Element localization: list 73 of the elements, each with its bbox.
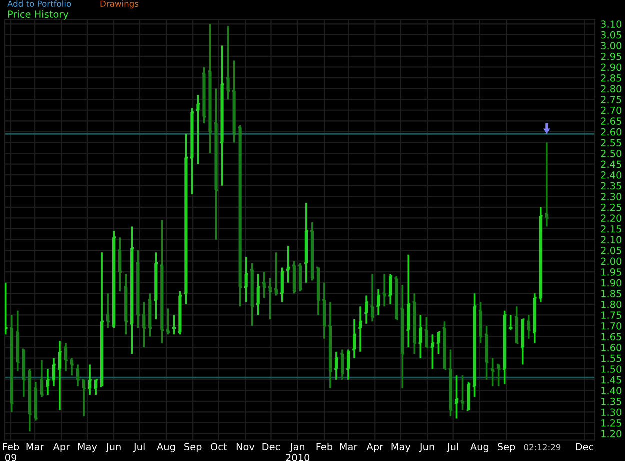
y-tick-label: 2.40 — [601, 172, 622, 179]
y-tick-label: 2.05 — [601, 247, 622, 254]
y-tick-label: 1.35 — [602, 398, 622, 406]
y-tick-label: 2.10 — [601, 236, 622, 244]
y-tick-label: 2.65 — [601, 118, 622, 125]
x-tick-label: Jun — [419, 443, 434, 452]
x-tick-label: Jan 2010 — [286, 443, 310, 461]
x-tick-label: Jul — [133, 443, 145, 452]
y-tick-label: 2.80 — [601, 85, 622, 93]
y-tick-label: 1.70 — [602, 322, 622, 330]
candlestick — [76, 364, 80, 388]
x-tick-label: Jun — [106, 443, 121, 452]
x-tick-label: Sep — [184, 443, 202, 452]
y-tick-label: 2.95 — [601, 52, 622, 60]
x-tick-label: Dec — [262, 443, 280, 451]
y-tick-label: 1.60 — [602, 344, 622, 352]
x-tick-label: Aug — [157, 443, 176, 452]
candlestick — [328, 301, 332, 390]
y-tick-label: 1.40 — [602, 387, 622, 394]
candlestick — [322, 282, 326, 340]
y-tick-label: 3.05 — [601, 31, 622, 39]
y-tick-label: 2.00 — [601, 258, 622, 266]
y-tick-label: 2.55 — [601, 139, 622, 147]
y-tick-label: 2.30 — [601, 193, 622, 200]
x-tick-label: Dec — [576, 443, 594, 451]
x-tick-label: Mar — [340, 443, 358, 451]
y-tick-label: 1.80 — [602, 300, 622, 308]
y-tick-label: 2.45 — [601, 160, 622, 168]
candlestick — [340, 348, 344, 381]
candlestick — [346, 348, 350, 381]
y-tick-label: 2.90 — [601, 64, 622, 72]
x-tick-label: Nov — [236, 443, 255, 451]
x-tick-label: May — [392, 443, 411, 452]
x-tick-label: Feb 09 — [3, 443, 20, 461]
x-tick-label: Aug — [470, 443, 489, 452]
y-tick-label: 1.65 — [602, 333, 622, 341]
x-tick-label: Feb — [316, 443, 333, 451]
y-tick-label: 2.20 — [601, 214, 622, 222]
y-tick-label: 3.10 — [601, 20, 622, 28]
candlestick — [334, 350, 338, 381]
y-tick-label: 2.25 — [601, 204, 622, 212]
candlestick — [82, 378, 86, 418]
chart-title: Price History — [8, 10, 69, 20]
x-tick-label: Sep — [498, 443, 516, 452]
y-tick-label: 1.25 — [602, 419, 622, 427]
y-tick-label: 1.55 — [602, 354, 622, 362]
y-tick-label: 1.75 — [602, 312, 622, 320]
x-tick-label: May — [78, 443, 98, 452]
candlestick — [88, 364, 92, 396]
y-tick-label: 2.85 — [601, 74, 622, 82]
candlestick — [94, 378, 98, 396]
x-tick-label: Jul — [446, 443, 458, 452]
y-tick-label: 3.00 — [601, 42, 622, 50]
text: Drawings — [100, 0, 139, 9]
y-tick-label: 2.75 — [601, 96, 622, 104]
y-tick-label: 2.15 — [601, 225, 622, 233]
x-tick-label: Mar — [26, 443, 44, 451]
y-tick-label: 2.50 — [601, 150, 622, 158]
y-tick-label: 2.60 — [601, 128, 622, 136]
y-tick-label: 1.95 — [602, 268, 622, 276]
y-tick-label: 1.90 — [602, 279, 622, 287]
y-tick-label: 2.70 — [601, 106, 622, 114]
y-tick-label: 1.45 — [602, 376, 622, 384]
y-tick-label: 1.50 — [602, 366, 622, 373]
x-tick-label: Apr — [53, 443, 70, 452]
y-tick-label: 2.35 — [601, 182, 622, 190]
y-tick-label: 1.20 — [602, 430, 622, 438]
y-tick-label: 1.85 — [602, 290, 622, 298]
y-tick-label: 1.30 — [602, 408, 622, 416]
text: Add to Portfolio — [8, 0, 72, 8]
x-tick-label: Apr — [366, 443, 384, 452]
x-tick-label: Oct — [210, 443, 228, 451]
text: 02:12:29 — [524, 444, 561, 451]
